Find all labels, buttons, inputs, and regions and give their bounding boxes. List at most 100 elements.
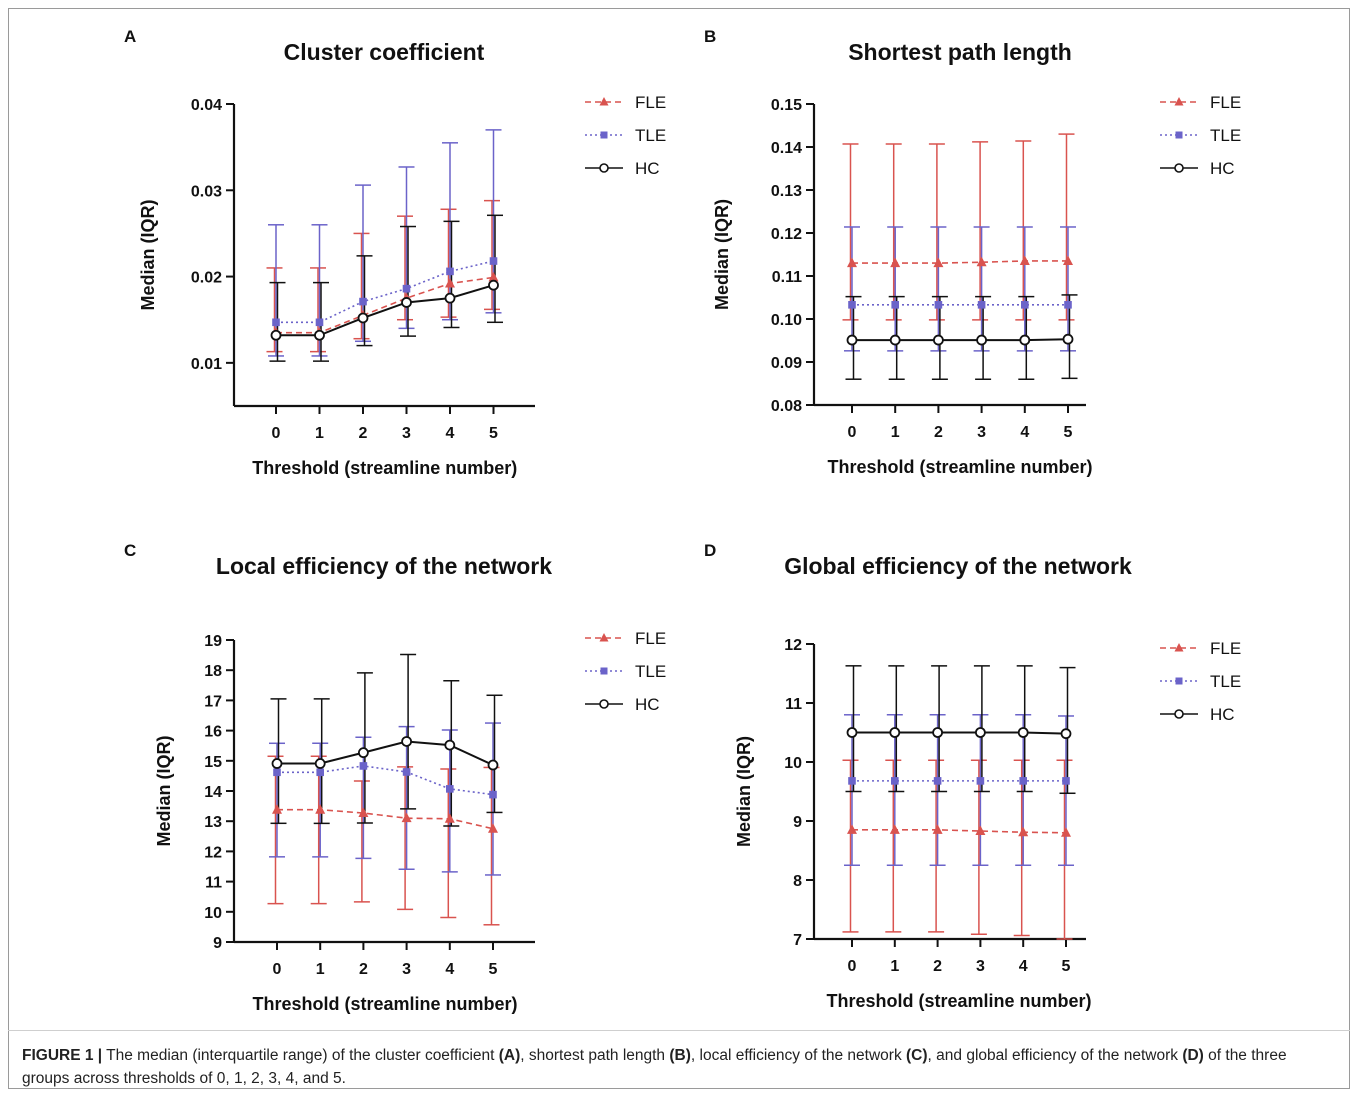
caption-ref-c: (C) — [906, 1047, 928, 1064]
chart-svg: A Cluster coefficient 0.01 0.02 0.03 0.04 0 1 2 3… — [124, 27, 666, 478]
y-tick-label: 16 — [204, 724, 222, 741]
data-point-hc — [357, 747, 369, 759]
data-point-hc — [1017, 727, 1029, 738]
data-point-hc — [401, 736, 413, 747]
data-point-tle — [273, 768, 281, 777]
x-tick-label: 4 — [1020, 424, 1029, 441]
y-tick-label: 9 — [793, 814, 802, 831]
data-point-fle — [1061, 827, 1071, 837]
y-tick-label: 9 — [213, 935, 222, 952]
series-line-hc — [276, 284, 494, 337]
data-point-tle — [316, 768, 324, 777]
legend-marker-hc — [1174, 163, 1184, 173]
data-point-fle — [272, 804, 282, 814]
y-tick-label: 0.12 — [771, 226, 802, 243]
caption-text: , shortest path length — [520, 1047, 670, 1064]
y-axis-label: Median (IQR) — [712, 199, 732, 310]
y-axis-label: Median (IQR) — [154, 735, 174, 846]
data-point-fle — [445, 277, 455, 288]
data-point-hc — [1019, 334, 1031, 346]
caption-figure-label: FIGURE 1 | — [22, 1047, 103, 1064]
legend-marker-fle — [1174, 97, 1184, 106]
y-tick-label: 0.13 — [771, 183, 802, 200]
x-axis-label: Threshold (streamline number) — [827, 457, 1092, 477]
y-tick-label: 11 — [785, 696, 802, 713]
data-point-tle — [359, 762, 368, 770]
data-point-tle — [272, 318, 280, 327]
data-point-tle — [891, 301, 899, 309]
y-tick-label: 19 — [204, 633, 222, 650]
x-tick-label: 3 — [402, 425, 411, 442]
y-tick-label: 10 — [204, 905, 222, 922]
y-tick-label: 0.11 — [772, 269, 802, 286]
data-point-hc — [487, 759, 499, 771]
data-point-tle — [402, 284, 411, 293]
legend-label-hc: HC — [635, 695, 660, 714]
data-point-hc — [976, 334, 988, 346]
y-tick-label: 7 — [793, 932, 802, 949]
caption-ref-a: (A) — [498, 1047, 521, 1064]
data-point-hc — [444, 292, 456, 304]
x-tick-label: 3 — [976, 958, 985, 975]
data-point-hc — [271, 758, 283, 769]
caption-text: , local efficiency of the network — [690, 1047, 907, 1064]
y-tick-label: 17 — [204, 693, 222, 710]
caption-ref-d: (D) — [1182, 1047, 1204, 1064]
y-tick-label: 0.14 — [771, 140, 802, 157]
legend-label-hc: HC — [1210, 705, 1235, 724]
x-tick-label: 0 — [848, 958, 857, 975]
x-tick-label: 2 — [359, 425, 368, 442]
x-tick-label: 5 — [1062, 958, 1071, 975]
panel-a: A Cluster coefficient 0.01 0.02 0.03 0.04 0 1 2 3… — [110, 18, 680, 488]
legend-marker-tle — [600, 131, 608, 139]
data-point-hc — [1062, 333, 1074, 345]
x-tick-label: 2 — [933, 958, 942, 975]
data-point-tle — [446, 785, 454, 793]
data-point-hc — [1060, 728, 1072, 740]
chart-title: Local efficiency of the network — [216, 553, 552, 579]
legend-label-fle: FLE — [1210, 639, 1241, 658]
data-point-tle — [933, 777, 942, 785]
data-point-hc — [889, 727, 901, 738]
data-point-hc — [932, 334, 944, 346]
y-axis-label: Median (IQR) — [138, 199, 158, 310]
data-point-fle — [401, 812, 412, 823]
x-tick-label: 5 — [489, 425, 498, 442]
panel-letter: C — [124, 541, 136, 560]
caption-ref-b: (B) — [669, 1047, 691, 1064]
panel-letter: D — [704, 541, 716, 560]
y-axis-label: Median (IQR) — [734, 736, 754, 847]
data-point-fle — [444, 813, 455, 823]
data-point-fle — [1063, 255, 1073, 265]
x-tick-label: 3 — [402, 961, 411, 978]
legend-marker-tle — [1175, 677, 1183, 685]
data-point-fle — [890, 257, 901, 268]
y-tick-label: 0.01 — [191, 356, 222, 373]
data-point-hc — [932, 727, 944, 738]
legend-label-fle: FLE — [1210, 93, 1241, 112]
data-point-fle — [1019, 255, 1030, 265]
data-point-tle — [489, 257, 498, 265]
panel-b: B Shortest path length 0.08 0.09 0.10 0.11 0.1… — [690, 18, 1290, 488]
legend-label-tle: TLE — [1210, 126, 1241, 145]
data-point-tle — [1064, 301, 1072, 309]
x-tick-label: 4 — [1019, 958, 1028, 975]
legend-label-hc: HC — [635, 159, 660, 178]
y-tick-label: 8 — [793, 873, 802, 890]
y-tick-label: 15 — [204, 754, 222, 771]
x-tick-label: 0 — [272, 425, 281, 442]
legend-marker-hc — [1174, 709, 1184, 719]
x-tick-label: 5 — [1064, 424, 1073, 441]
x-tick-label: 1 — [890, 958, 899, 975]
data-point-hc — [357, 312, 369, 324]
data-point-tle — [402, 768, 411, 776]
x-tick-label: 2 — [359, 961, 368, 978]
x-axis-label: Threshold (streamline number) — [252, 994, 517, 1014]
legend-marker-tle — [600, 667, 608, 675]
legend-label-hc: HC — [1210, 159, 1235, 178]
data-point-hc — [270, 329, 282, 341]
y-tick-label: 12 — [204, 844, 222, 861]
x-tick-label: 1 — [315, 425, 324, 442]
x-axis-label: Threshold (streamline number) — [252, 458, 517, 478]
